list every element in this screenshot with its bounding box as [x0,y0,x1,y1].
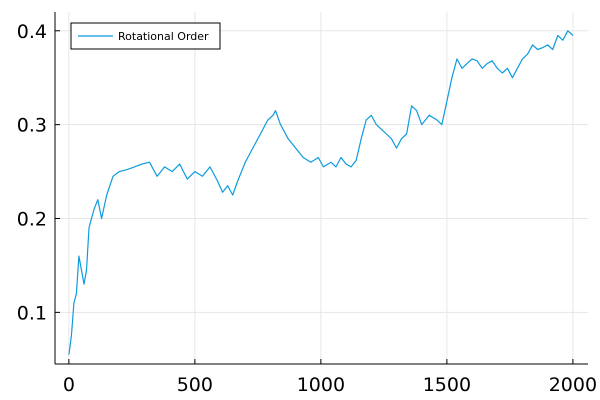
x-gridlines [68,12,574,364]
legend: Rotational Order [70,22,221,50]
x-tick-label: 2000 [549,374,597,396]
legend-label-rotational-order: Rotational Order [118,30,209,43]
y-tick-label: 0.1 [17,302,47,324]
x-axis-ticks: 0 500 1000 1500 2000 [63,359,597,396]
y-gridlines [55,30,588,313]
y-axis-ticks: 0.1 0.2 0.3 0.4 [17,21,60,324]
x-tick-label: 0 [63,374,75,396]
x-tick-label: 1000 [297,374,345,396]
y-tick-label: 0.3 [17,115,47,137]
series-line-rotational-order [68,30,574,355]
y-tick-label: 0.4 [17,21,47,43]
series-layer [68,30,574,355]
x-tick-label: 500 [177,374,213,396]
y-tick-label: 0.2 [17,209,47,231]
x-tick-label: 1500 [423,374,471,396]
